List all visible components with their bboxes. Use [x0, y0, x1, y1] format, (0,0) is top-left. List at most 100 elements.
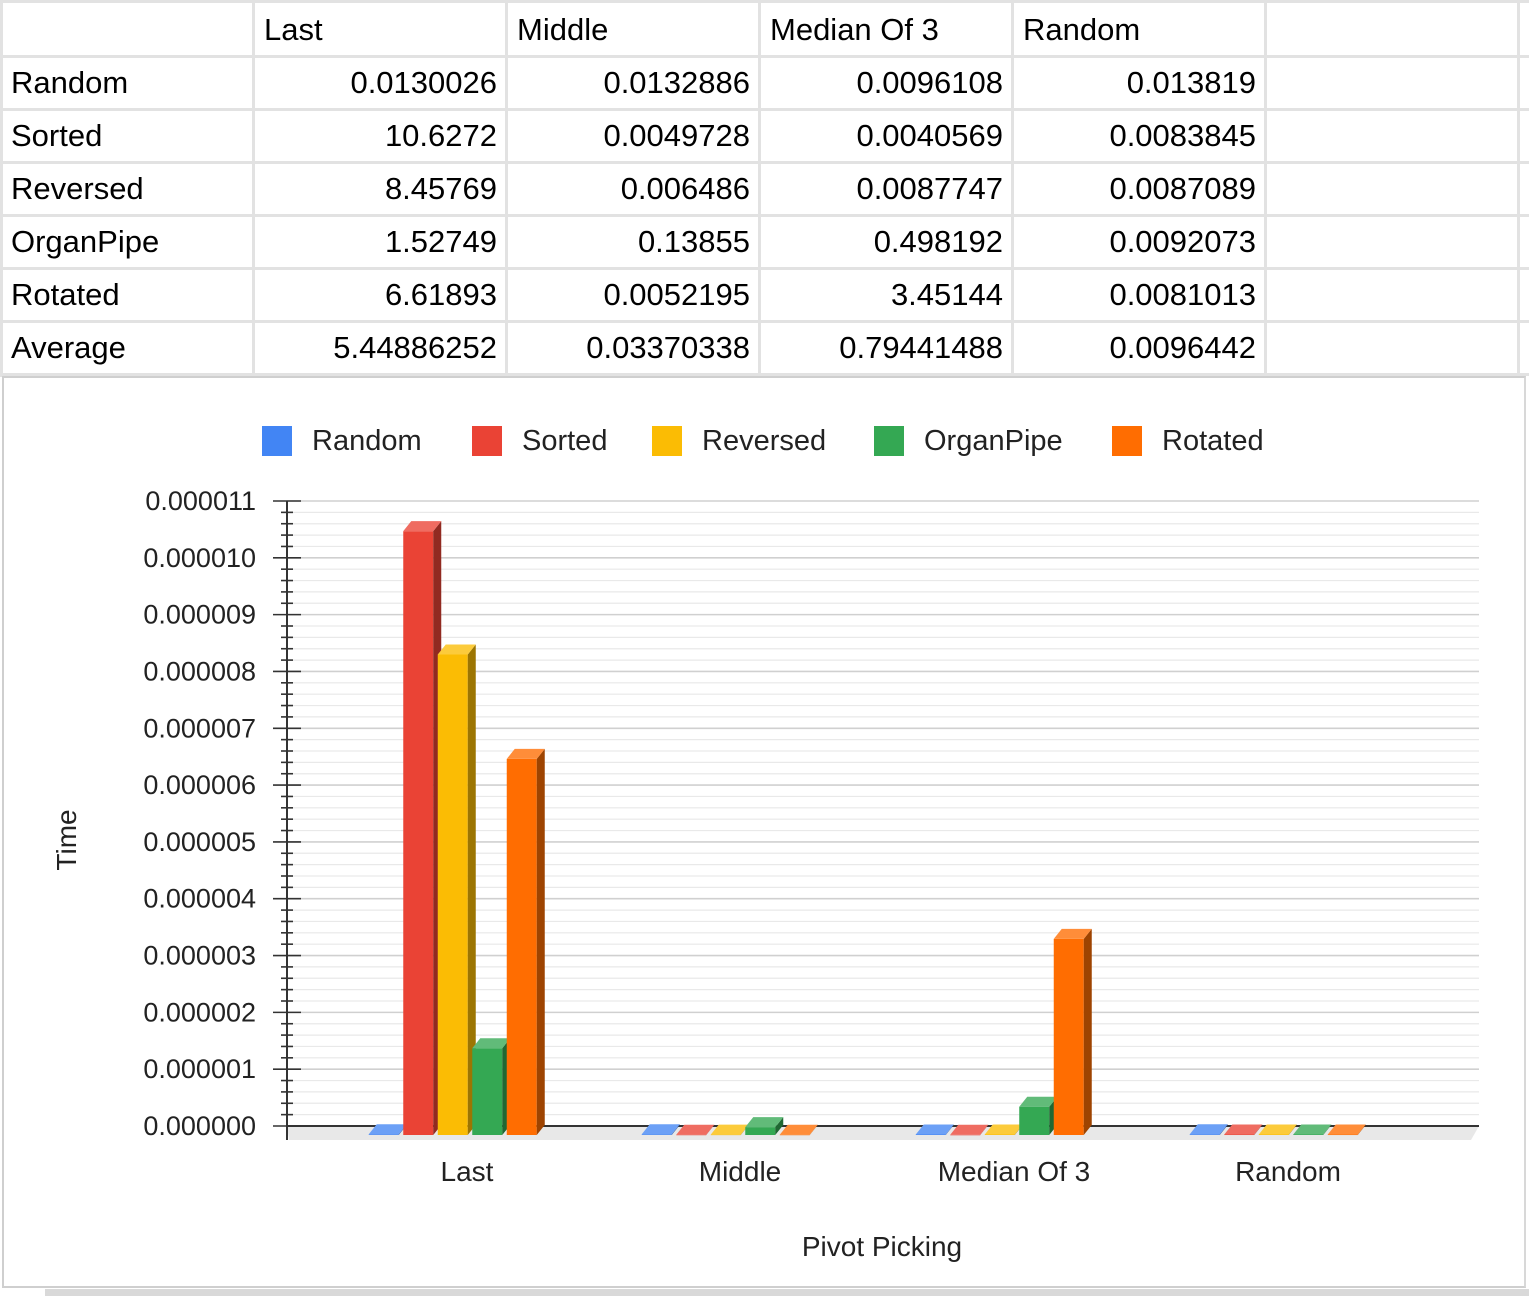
- y-tick-label: 0.000010: [143, 543, 256, 573]
- table-cell[interactable]: 6.61893: [384, 277, 497, 312]
- legend[interactable]: Random Sorted Reversed OrganPipe Rotated: [262, 425, 1264, 457]
- bar-top: [745, 1117, 784, 1128]
- table-cell[interactable]: 0.006486: [620, 171, 750, 206]
- bar-front: [710, 1134, 741, 1136]
- bar-side: [671, 1124, 680, 1135]
- bar-front: [1258, 1134, 1289, 1136]
- legend-item-rotated[interactable]: Rotated: [1112, 425, 1264, 457]
- legend-item-sorted[interactable]: Sorted: [472, 425, 607, 457]
- bar-front: [915, 1134, 946, 1135]
- bar-side: [1288, 1124, 1297, 1135]
- sheet-gridline: [0, 55, 1529, 58]
- y-tick-label: 0.000011: [145, 486, 256, 516]
- bar-front: [779, 1134, 810, 1136]
- x-axis-title: Pivot Picking: [802, 1231, 962, 1262]
- bar-top: [779, 1124, 818, 1135]
- table-cell[interactable]: 1.52749: [384, 224, 497, 259]
- table-cell[interactable]: 0.0052195: [603, 277, 750, 312]
- bar-rotated-2[interactable]: [1053, 928, 1092, 1135]
- bar-top: [506, 748, 545, 759]
- bar-sorted-2[interactable]: [950, 1124, 989, 1136]
- bar-front: [1224, 1134, 1255, 1136]
- bar-rotated-1[interactable]: [779, 1124, 818, 1136]
- legend-item-reversed[interactable]: Reversed: [652, 425, 826, 457]
- column-header[interactable]: Median Of 3: [770, 12, 939, 47]
- bar-organpipe-0[interactable]: [472, 1038, 511, 1135]
- sheet-gridline: [0, 320, 1529, 323]
- bar-side: [1254, 1124, 1263, 1135]
- sheet-gridline: [0, 0, 3, 377]
- table-cell[interactable]: 0.79441488: [839, 330, 1003, 365]
- table-cell[interactable]: 0.0092073: [1109, 224, 1256, 259]
- bar-sorted-0[interactable]: [403, 521, 442, 1135]
- table-cell[interactable]: 0.0049728: [603, 118, 750, 153]
- row-label[interactable]: OrganPipe: [11, 224, 160, 259]
- bar-front: [1189, 1134, 1220, 1135]
- bar-front: [1293, 1134, 1324, 1135]
- bar-side: [1083, 928, 1092, 1135]
- table-cell[interactable]: 0.013819: [1126, 65, 1256, 100]
- table-cell[interactable]: 0.0132886: [603, 65, 750, 100]
- row-label[interactable]: Random: [11, 65, 129, 100]
- table-cell[interactable]: 0.0130026: [350, 65, 497, 100]
- bar-side: [1219, 1124, 1228, 1135]
- column-header[interactable]: [2, 3, 255, 56]
- bar-front: [1019, 1106, 1050, 1135]
- table-cell[interactable]: 0.13855: [637, 224, 750, 259]
- row-label[interactable]: Average: [11, 330, 126, 365]
- bar-organpipe-3[interactable]: [1293, 1124, 1332, 1135]
- row-label[interactable]: Rotated: [11, 277, 120, 312]
- bar-top: [710, 1124, 749, 1135]
- table-cell[interactable]: 10.6272: [384, 118, 497, 153]
- column-header[interactable]: Middle: [517, 12, 609, 47]
- bar-rotated-0[interactable]: [506, 748, 545, 1135]
- table-cell[interactable]: 0.0081013: [1109, 277, 1256, 312]
- table-cell[interactable]: 0.0040569: [856, 118, 1003, 153]
- table-cell[interactable]: 0.0096442: [1109, 330, 1256, 365]
- bar-top: [1258, 1124, 1297, 1135]
- bar-front: [1327, 1134, 1358, 1136]
- bar-sorted-1[interactable]: [676, 1124, 715, 1136]
- row-label[interactable]: Sorted: [11, 118, 103, 153]
- bar-front: [676, 1134, 707, 1136]
- bar-organpipe-1[interactable]: [745, 1117, 784, 1135]
- x-category-label: Middle: [699, 1156, 781, 1187]
- table-cell[interactable]: 0.0087089: [1109, 171, 1256, 206]
- x-category-label: Last: [441, 1156, 494, 1187]
- bar-random-2[interactable]: [915, 1124, 954, 1135]
- column-header[interactable]: Last: [264, 12, 323, 47]
- legend-item-organpipe[interactable]: OrganPipe: [874, 425, 1063, 457]
- row-label[interactable]: Reversed: [11, 171, 144, 206]
- x-axis-categories: Last Middle Median Of 3 Random: [441, 1156, 1341, 1187]
- table-cell[interactable]: 0.0096108: [856, 65, 1003, 100]
- bar-top: [915, 1124, 954, 1135]
- bar-front: [437, 654, 468, 1135]
- bar-random-1[interactable]: [641, 1124, 680, 1135]
- bar-random-3[interactable]: [1189, 1124, 1228, 1135]
- table-cell[interactable]: 0.0083845: [1109, 118, 1256, 153]
- bar-organpipe-2[interactable]: [1019, 1096, 1058, 1135]
- bar-reversed-3[interactable]: [1258, 1124, 1297, 1136]
- bar-side: [945, 1124, 954, 1135]
- table-cell[interactable]: 0.03370338: [586, 330, 750, 365]
- bar-rotated-3[interactable]: [1327, 1124, 1366, 1136]
- bar-sorted-3[interactable]: [1224, 1124, 1263, 1136]
- table-cell[interactable]: 0.498192: [873, 224, 1003, 259]
- table-cell[interactable]: 8.45769: [384, 171, 497, 206]
- legend-swatch: [652, 426, 682, 456]
- bar-top: [984, 1124, 1023, 1135]
- table-cell[interactable]: 0.0087747: [856, 171, 1003, 206]
- table-cell[interactable]: 5.44886252: [333, 330, 497, 365]
- horizontal-scrollbar[interactable]: [45, 1289, 1529, 1296]
- bar-top: [368, 1124, 407, 1135]
- table-cell[interactable]: 3.45144: [890, 277, 1003, 312]
- y-tick-label: 0.000008: [143, 656, 256, 686]
- column-chart[interactable]: 0.000000 0.000001 0.000002 0.000003 0.000004…: [2, 376, 1526, 1288]
- bar-top: [1293, 1124, 1332, 1135]
- bar-reversed-0[interactable]: [437, 644, 476, 1135]
- y-tick-label: 0.000001: [143, 1054, 256, 1084]
- bar-top: [472, 1038, 511, 1049]
- legend-item-random[interactable]: Random: [262, 425, 422, 457]
- legend-label: Random: [312, 425, 422, 457]
- column-header[interactable]: Random: [1023, 12, 1141, 47]
